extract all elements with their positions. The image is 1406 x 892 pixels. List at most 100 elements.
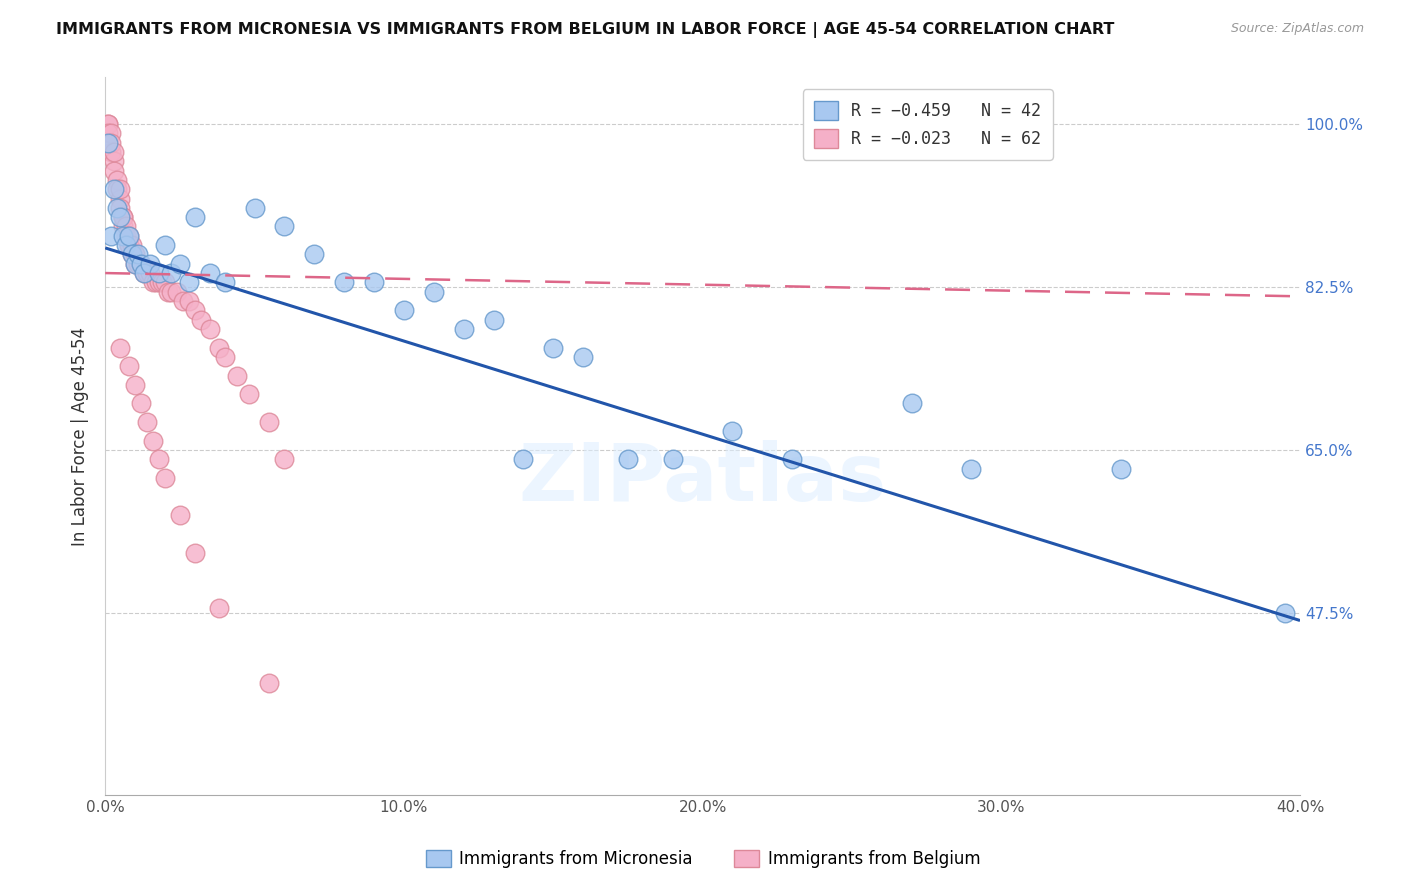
Point — [160, 266, 183, 280]
Point — [118, 228, 141, 243]
Point — [124, 377, 146, 392]
Point — [177, 276, 200, 290]
Point — [108, 182, 131, 196]
Point — [148, 266, 170, 280]
Point — [721, 425, 744, 439]
Point — [900, 396, 922, 410]
Point — [184, 210, 207, 224]
Point — [960, 461, 983, 475]
Point — [150, 276, 173, 290]
Point — [139, 257, 162, 271]
Point — [103, 163, 125, 178]
Point — [190, 312, 212, 326]
Point — [100, 136, 122, 150]
Point — [100, 228, 122, 243]
Point — [124, 257, 146, 271]
Point — [118, 228, 141, 243]
Point — [97, 117, 120, 131]
Point — [112, 219, 135, 234]
Point — [512, 452, 534, 467]
Point — [177, 293, 200, 308]
Point — [97, 136, 120, 150]
Point — [160, 285, 183, 299]
Point — [142, 276, 165, 290]
Point — [363, 276, 385, 290]
Point — [108, 341, 131, 355]
Point — [112, 210, 135, 224]
Point — [198, 322, 221, 336]
Text: ZIPatlas: ZIPatlas — [519, 440, 887, 518]
Point — [100, 126, 122, 140]
Point — [453, 322, 475, 336]
Point — [661, 452, 683, 467]
Point — [238, 387, 260, 401]
Point — [148, 276, 170, 290]
Point — [118, 359, 141, 374]
Point — [105, 173, 128, 187]
Point — [392, 303, 415, 318]
Point — [132, 266, 155, 280]
Point — [1109, 461, 1132, 475]
Point — [208, 341, 231, 355]
Point — [572, 350, 595, 364]
Point — [617, 452, 640, 467]
Point — [780, 452, 803, 467]
Point — [184, 303, 207, 318]
Point — [273, 452, 295, 467]
Point — [172, 293, 194, 308]
Point — [121, 238, 143, 252]
Point — [184, 545, 207, 559]
Point — [97, 126, 120, 140]
Point — [121, 247, 143, 261]
Point — [129, 396, 152, 410]
Point — [142, 434, 165, 448]
Point — [214, 276, 236, 290]
Point — [198, 266, 221, 280]
Point — [136, 266, 159, 280]
Point — [243, 201, 266, 215]
Point — [304, 247, 326, 261]
Point — [208, 601, 231, 615]
Point — [121, 247, 143, 261]
Point — [153, 238, 176, 252]
Point — [115, 228, 138, 243]
Y-axis label: In Labor Force | Age 45-54: In Labor Force | Age 45-54 — [72, 326, 89, 546]
Point — [108, 192, 131, 206]
Point — [127, 257, 149, 271]
Point — [225, 368, 247, 383]
Point — [105, 182, 128, 196]
Point — [112, 228, 135, 243]
Point — [145, 276, 167, 290]
Point — [153, 471, 176, 485]
Point — [169, 508, 191, 523]
Point — [103, 182, 125, 196]
Point — [115, 238, 138, 252]
Point — [124, 257, 146, 271]
Legend: R = −0.459   N = 42, R = −0.023   N = 62: R = −0.459 N = 42, R = −0.023 N = 62 — [803, 89, 1053, 160]
Point — [129, 257, 152, 271]
Point — [153, 276, 176, 290]
Point — [97, 117, 120, 131]
Point — [100, 145, 122, 159]
Point — [108, 210, 131, 224]
Point — [156, 285, 179, 299]
Point — [259, 415, 281, 429]
Point — [139, 266, 162, 280]
Point — [127, 247, 149, 261]
Point — [1274, 606, 1296, 620]
Point — [108, 201, 131, 215]
Point — [115, 219, 138, 234]
Text: IMMIGRANTS FROM MICRONESIA VS IMMIGRANTS FROM BELGIUM IN LABOR FORCE | AGE 45-54: IMMIGRANTS FROM MICRONESIA VS IMMIGRANTS… — [56, 22, 1115, 38]
Point — [129, 257, 152, 271]
Text: Source: ZipAtlas.com: Source: ZipAtlas.com — [1230, 22, 1364, 36]
Point — [136, 415, 159, 429]
Point — [259, 676, 281, 690]
Point — [124, 247, 146, 261]
Legend: Immigrants from Micronesia, Immigrants from Belgium: Immigrants from Micronesia, Immigrants f… — [419, 843, 987, 875]
Point — [103, 154, 125, 169]
Point — [543, 341, 565, 355]
Point — [333, 276, 356, 290]
Point — [214, 350, 236, 364]
Point — [148, 452, 170, 467]
Point — [169, 257, 191, 271]
